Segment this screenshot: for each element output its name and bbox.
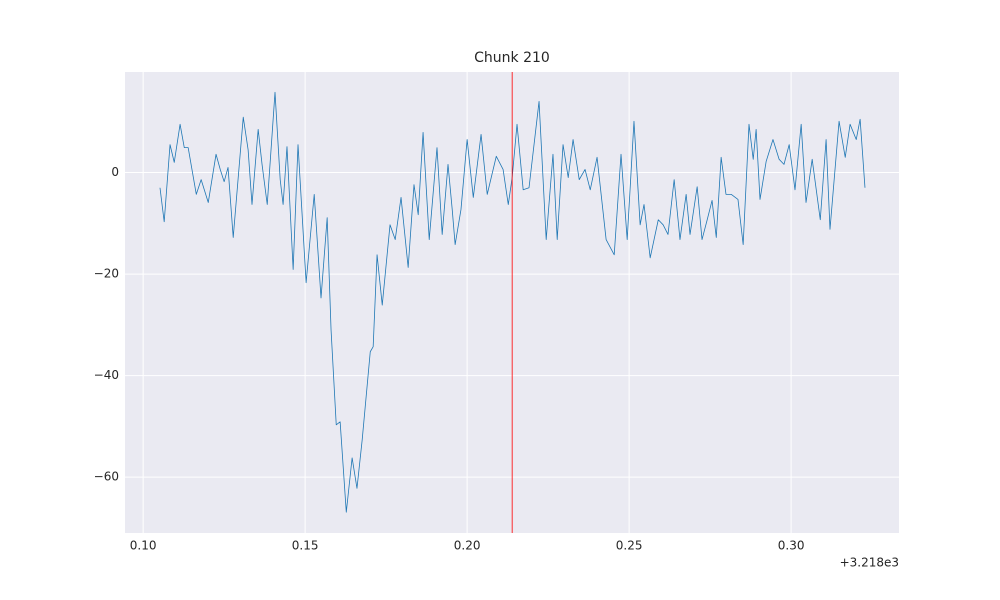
y-tick-label: 0 [111, 165, 119, 179]
x-tick-label: 0.15 [292, 539, 319, 553]
x-tick-label: 0.25 [616, 539, 643, 553]
y-tick-label: −20 [94, 267, 119, 281]
chart-title: Chunk 210 [474, 50, 550, 66]
y-tick-label: −40 [94, 368, 119, 382]
x-tick-label: 0.20 [454, 539, 481, 553]
x-tick-label: 0.10 [130, 539, 157, 553]
x-tick-label: 0.30 [778, 539, 805, 553]
data-line [159, 91, 866, 513]
y-tick-label: −60 [94, 470, 119, 484]
x-offset-label: +3.218e3 [840, 556, 899, 570]
